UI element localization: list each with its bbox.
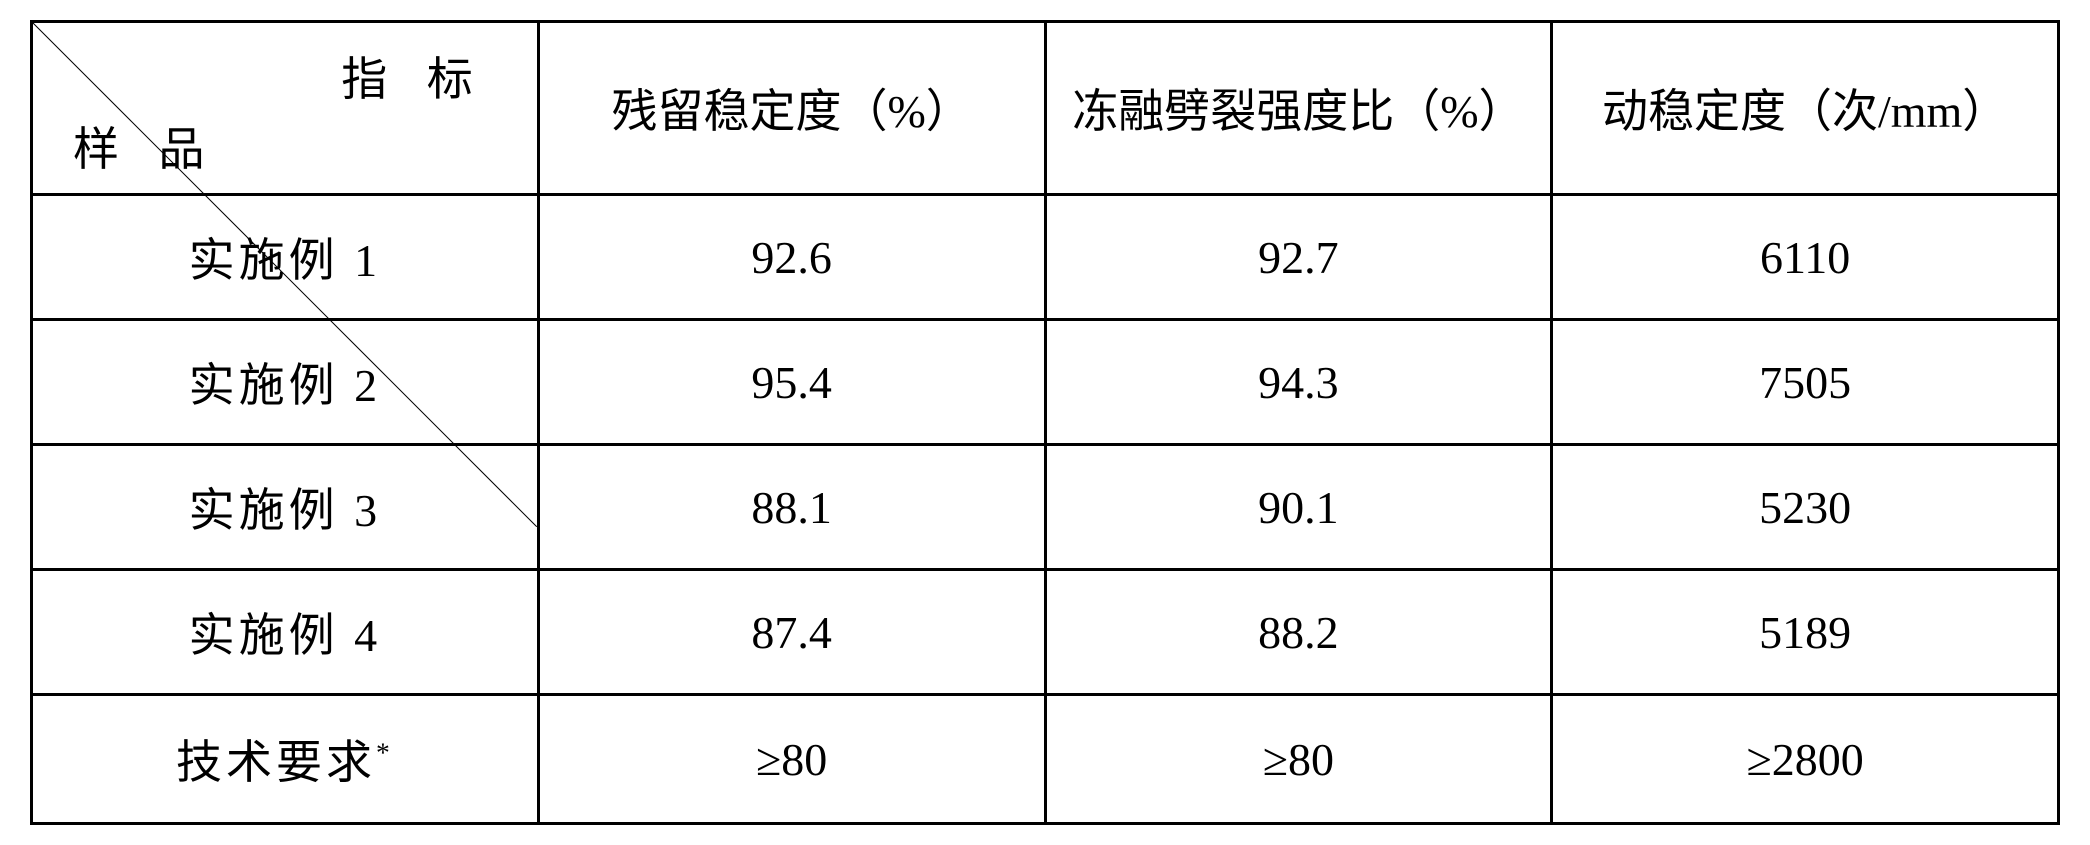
table-row: 技术要求* ≥80 ≥80 ≥2800 xyxy=(32,695,2059,824)
row-label: 实施例 2 xyxy=(32,320,539,445)
cell-value: 7505 xyxy=(1552,320,2059,445)
diagonal-header-cell: 指 标 样 品 xyxy=(32,22,539,195)
header-row: 指 标 样 品 残留稳定度（%） 冻融劈裂强度比（%） 动稳定度（次/mm） xyxy=(32,22,2059,195)
row-label: 技术要求* xyxy=(32,695,539,824)
row-label: 实施例 4 xyxy=(32,570,539,695)
table-row: 实施例 3 88.1 90.1 5230 xyxy=(32,445,2059,570)
cell-value: 87.4 xyxy=(538,570,1045,695)
row-label: 实施例 3 xyxy=(32,445,539,570)
col-header-2: 冻融劈裂强度比（%） xyxy=(1045,22,1552,195)
col-header-3: 动稳定度（次/mm） xyxy=(1552,22,2059,195)
cell-value: 92.6 xyxy=(538,195,1045,320)
cell-value: 5230 xyxy=(1552,445,2059,570)
cell-value: 95.4 xyxy=(538,320,1045,445)
cell-value: 5189 xyxy=(1552,570,2059,695)
superscript-star: * xyxy=(376,737,394,768)
table-row: 实施例 4 87.4 88.2 5189 xyxy=(32,570,2059,695)
cell-value: 92.7 xyxy=(1045,195,1552,320)
cell-value: 94.3 xyxy=(1045,320,1552,445)
cell-value: 88.1 xyxy=(538,445,1045,570)
cell-value: ≥80 xyxy=(538,695,1045,824)
table-row: 实施例 1 92.6 92.7 6110 xyxy=(32,195,2059,320)
cell-value: 90.1 xyxy=(1045,445,1552,570)
header-top-label: 指 标 xyxy=(341,43,487,109)
row-label-text: 技术要求 xyxy=(176,737,376,788)
cell-value: 88.2 xyxy=(1045,570,1552,695)
data-table: 指 标 样 品 残留稳定度（%） 冻融劈裂强度比（%） 动稳定度（次/mm） 实… xyxy=(30,20,2060,825)
row-label: 实施例 1 xyxy=(32,195,539,320)
col-header-1: 残留稳定度（%） xyxy=(538,22,1045,195)
cell-value: ≥2800 xyxy=(1552,695,2059,824)
header-bottom-label: 样 品 xyxy=(73,113,219,179)
cell-value: 6110 xyxy=(1552,195,2059,320)
cell-value: ≥80 xyxy=(1045,695,1552,824)
table-row: 实施例 2 95.4 94.3 7505 xyxy=(32,320,2059,445)
